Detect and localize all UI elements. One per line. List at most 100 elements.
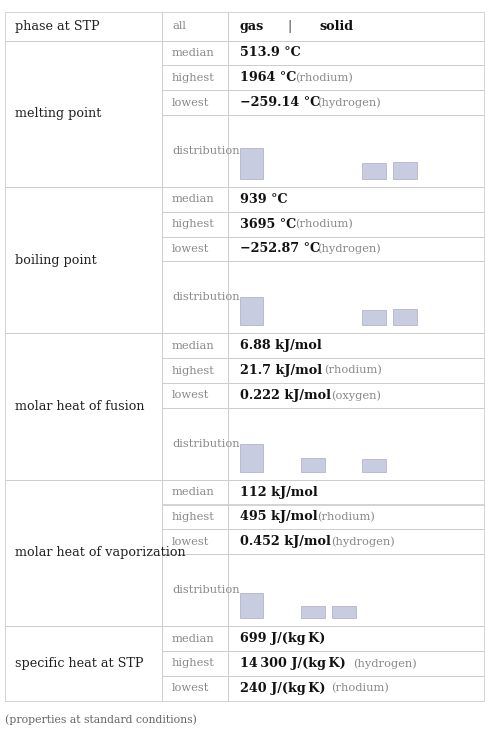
Text: molar heat of fusion: molar heat of fusion bbox=[15, 400, 144, 413]
Bar bbox=[5, 626, 162, 700]
Bar bbox=[362, 459, 386, 472]
Text: (properties at standard conditions): (properties at standard conditions) bbox=[5, 715, 197, 725]
Bar bbox=[227, 187, 483, 212]
Bar bbox=[162, 530, 227, 554]
Text: highest: highest bbox=[172, 658, 214, 668]
Bar bbox=[162, 333, 227, 358]
Text: (hydrogen): (hydrogen) bbox=[316, 243, 380, 254]
Text: 112 kJ/mol: 112 kJ/mol bbox=[240, 485, 317, 499]
Bar bbox=[392, 163, 416, 179]
Text: (rhodium): (rhodium) bbox=[331, 683, 388, 694]
Text: (hydrogen): (hydrogen) bbox=[352, 658, 416, 669]
Bar bbox=[162, 65, 227, 90]
Bar bbox=[227, 651, 483, 676]
Text: median: median bbox=[172, 341, 214, 351]
Bar bbox=[227, 383, 483, 407]
Text: (hydrogen): (hydrogen) bbox=[316, 97, 380, 108]
Bar bbox=[227, 261, 483, 333]
Bar bbox=[162, 40, 227, 65]
Text: distribution: distribution bbox=[172, 439, 239, 449]
Text: 495 kJ/mol: 495 kJ/mol bbox=[240, 510, 317, 524]
Bar bbox=[227, 479, 483, 505]
Text: 14 300 J/(kg K): 14 300 J/(kg K) bbox=[240, 657, 345, 670]
Text: −259.14 °C: −259.14 °C bbox=[240, 96, 320, 109]
Text: |: | bbox=[284, 19, 296, 33]
Bar bbox=[227, 40, 483, 65]
Bar bbox=[162, 212, 227, 237]
Text: highest: highest bbox=[172, 366, 214, 375]
Bar bbox=[5, 40, 162, 187]
Bar bbox=[227, 358, 483, 383]
Bar bbox=[162, 237, 227, 261]
Bar bbox=[227, 65, 483, 90]
Bar bbox=[362, 310, 386, 325]
Bar bbox=[227, 505, 483, 530]
Bar bbox=[162, 505, 227, 530]
Text: (rhodium): (rhodium) bbox=[295, 73, 352, 83]
Text: distribution: distribution bbox=[172, 585, 239, 595]
Bar bbox=[5, 12, 162, 40]
Bar bbox=[227, 554, 483, 626]
Bar bbox=[227, 626, 483, 651]
Text: distribution: distribution bbox=[172, 292, 239, 303]
Text: phase at STP: phase at STP bbox=[15, 19, 100, 33]
Bar bbox=[162, 554, 227, 626]
Bar bbox=[162, 626, 227, 651]
Text: melting point: melting point bbox=[15, 107, 101, 120]
Text: (rhodium): (rhodium) bbox=[295, 219, 352, 229]
Bar bbox=[331, 606, 355, 618]
Bar bbox=[300, 606, 324, 618]
Bar bbox=[227, 530, 483, 554]
Text: lowest: lowest bbox=[172, 537, 209, 547]
Text: lowest: lowest bbox=[172, 97, 209, 108]
Bar bbox=[162, 676, 227, 700]
Bar bbox=[227, 212, 483, 237]
Text: median: median bbox=[172, 634, 214, 643]
Text: 3695 °C: 3695 °C bbox=[240, 218, 296, 231]
Text: (rhodium): (rhodium) bbox=[324, 366, 381, 376]
Bar bbox=[162, 383, 227, 407]
Bar bbox=[300, 458, 324, 472]
Text: specific heat at STP: specific heat at STP bbox=[15, 657, 143, 670]
Bar bbox=[162, 90, 227, 115]
Bar bbox=[362, 163, 386, 179]
Text: 1964 °C: 1964 °C bbox=[240, 71, 296, 84]
Text: highest: highest bbox=[172, 219, 214, 229]
Bar bbox=[227, 115, 483, 187]
Text: (oxygen): (oxygen) bbox=[331, 390, 381, 401]
Text: boiling point: boiling point bbox=[15, 254, 97, 267]
Text: solid: solid bbox=[319, 19, 353, 33]
Bar bbox=[239, 148, 263, 179]
Bar bbox=[5, 333, 162, 479]
Text: highest: highest bbox=[172, 512, 214, 522]
Bar bbox=[239, 444, 263, 472]
Text: 6.88 kJ/mol: 6.88 kJ/mol bbox=[240, 339, 321, 352]
Text: 240 J/(kg K): 240 J/(kg K) bbox=[240, 682, 325, 694]
Bar bbox=[227, 676, 483, 700]
Text: highest: highest bbox=[172, 73, 214, 82]
Text: (rhodium): (rhodium) bbox=[316, 512, 374, 522]
Bar bbox=[227, 407, 483, 479]
Text: 939 °C: 939 °C bbox=[240, 192, 287, 206]
Bar bbox=[227, 12, 483, 40]
Text: 0.222 kJ/mol: 0.222 kJ/mol bbox=[240, 389, 330, 401]
Text: lowest: lowest bbox=[172, 683, 209, 693]
Text: (hydrogen): (hydrogen) bbox=[331, 536, 394, 547]
Text: lowest: lowest bbox=[172, 244, 209, 254]
Text: −252.87 °C: −252.87 °C bbox=[240, 243, 320, 255]
Bar bbox=[162, 12, 227, 40]
Bar bbox=[162, 187, 227, 212]
Text: 513.9 °C: 513.9 °C bbox=[240, 46, 300, 59]
Text: 21.7 kJ/mol: 21.7 kJ/mol bbox=[240, 364, 322, 377]
Bar bbox=[162, 115, 227, 187]
Bar bbox=[5, 479, 162, 626]
Bar bbox=[392, 309, 416, 325]
Bar bbox=[227, 333, 483, 358]
Bar bbox=[162, 651, 227, 676]
Bar bbox=[239, 593, 263, 618]
Text: lowest: lowest bbox=[172, 390, 209, 400]
Bar bbox=[227, 90, 483, 115]
Bar bbox=[162, 358, 227, 383]
Text: molar heat of vaporization: molar heat of vaporization bbox=[15, 547, 185, 560]
Text: all: all bbox=[172, 21, 185, 31]
